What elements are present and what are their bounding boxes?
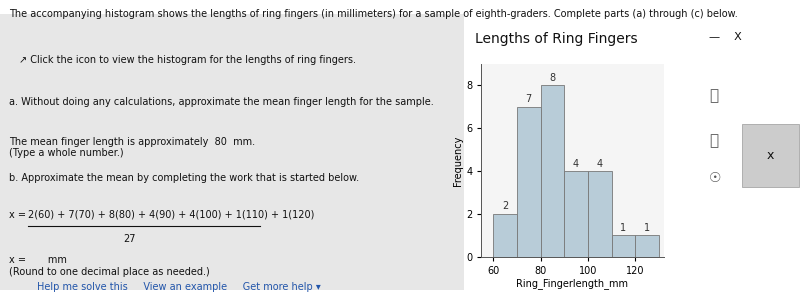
Text: Help me solve this     View an example     Get more help ▾: Help me solve this View an example Get m… xyxy=(37,282,321,292)
Bar xyxy=(564,171,588,257)
X-axis label: Ring_Fingerlength_mm: Ring_Fingerlength_mm xyxy=(517,278,629,289)
Text: The mean finger length is approximately  80  mm.
(Type a whole number.): The mean finger length is approximately … xyxy=(10,137,255,158)
Text: x =       mm
(Round to one decimal place as needed.): x = mm (Round to one decimal place as ne… xyxy=(10,255,210,277)
Bar xyxy=(541,85,564,257)
Text: ☉: ☉ xyxy=(710,171,722,185)
Bar xyxy=(493,214,517,257)
Text: x: x xyxy=(767,149,774,161)
Text: 27: 27 xyxy=(124,234,136,244)
Bar xyxy=(517,107,541,257)
Text: 1: 1 xyxy=(620,223,626,233)
Text: 4: 4 xyxy=(573,158,579,168)
Text: 2: 2 xyxy=(502,201,508,211)
Bar xyxy=(611,235,635,257)
Bar xyxy=(588,171,611,257)
Text: ⌕: ⌕ xyxy=(710,88,718,103)
Text: x =: x = xyxy=(10,210,26,220)
Text: ↗ Click the icon to view the histogram for the lengths of ring fingers.: ↗ Click the icon to view the histogram f… xyxy=(18,55,355,65)
Text: a. Without doing any calculations, approximate the mean finger length for the sa: a. Without doing any calculations, appro… xyxy=(10,97,434,107)
Text: 4: 4 xyxy=(597,158,602,168)
Text: b. Approximate the mean by completing the work that is started below.: b. Approximate the mean by completing th… xyxy=(10,173,359,183)
Text: 1: 1 xyxy=(644,223,650,233)
Text: The accompanying histogram shows the lengths of ring fingers (in millimeters) fo: The accompanying histogram shows the len… xyxy=(10,9,738,19)
Text: 2(60) + 7(70) + 8(80) + 4(90) + 4(100) + 1(110) + 1(120): 2(60) + 7(70) + 8(80) + 4(90) + 4(100) +… xyxy=(28,210,314,220)
Text: —    X: — X xyxy=(710,32,742,42)
Text: 8: 8 xyxy=(550,73,555,83)
Text: Lengths of Ring Fingers: Lengths of Ring Fingers xyxy=(475,32,638,46)
Text: 7: 7 xyxy=(526,94,532,104)
Text: ⌕: ⌕ xyxy=(710,134,718,149)
Bar xyxy=(635,235,659,257)
Y-axis label: Frequency: Frequency xyxy=(454,135,463,185)
